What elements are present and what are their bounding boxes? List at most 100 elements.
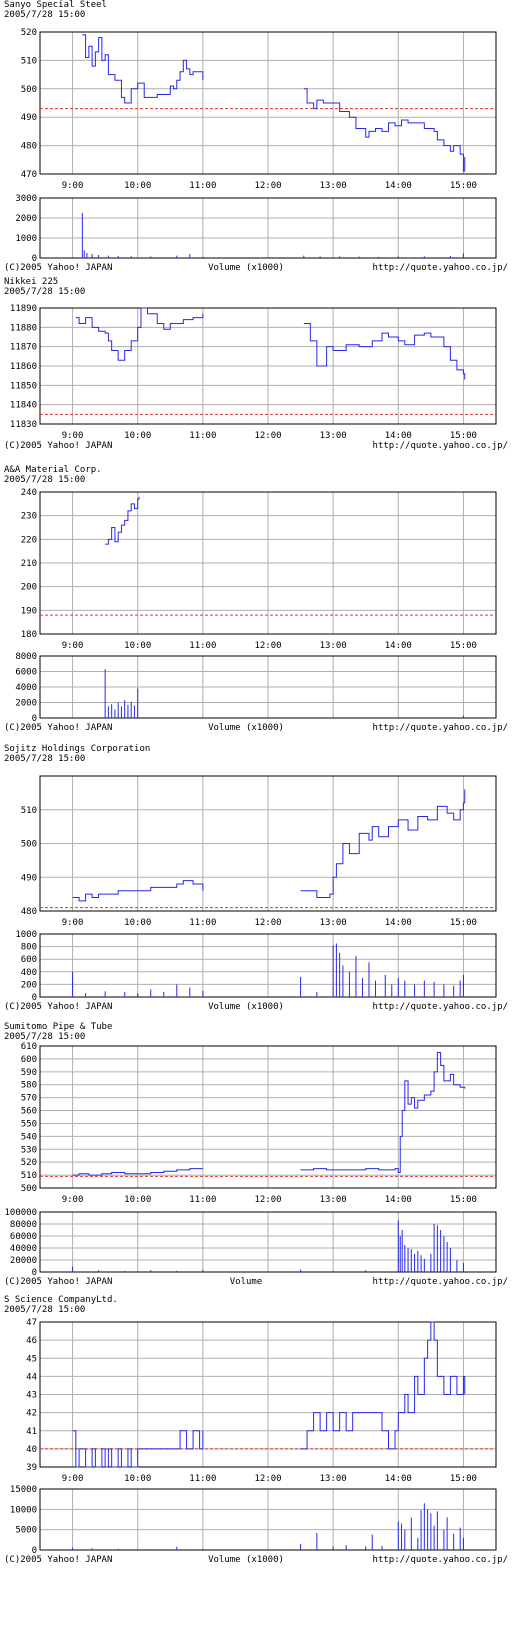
price-ytick-label: 190 — [21, 606, 37, 616]
time-tick-label: 11:00 — [189, 1474, 216, 1484]
time-tick-label: 15:00 — [450, 1474, 477, 1484]
volume-ytick-label: 0 — [32, 254, 37, 264]
time-tick-label: 14:00 — [385, 1474, 412, 1484]
source-url-link[interactable]: http://quote.yahoo.co.jp/ — [373, 441, 508, 451]
volume-axis-label: Volume (x1000) — [208, 1002, 284, 1012]
time-tick-label: 9:00 — [62, 1474, 84, 1484]
time-tick-label: 10:00 — [124, 1474, 151, 1484]
time-tick-label: 10:00 — [124, 181, 151, 191]
price-series-line — [300, 1051, 466, 1174]
price-ytick-label: 46 — [26, 1336, 37, 1346]
volume-axis-label: Volume (x1000) — [208, 723, 284, 733]
chart-timestamp: 2005/7/28 15:00 — [4, 10, 86, 20]
volume-ytick-label: 10000 — [10, 1505, 37, 1515]
price-ytick-label: 11860 — [10, 362, 37, 372]
chart-panel: Sojitz Holdings Corporation 2005/7/28 15:… — [0, 744, 512, 1015]
price-ytick-label: 500 — [21, 1184, 37, 1194]
price-ytick-label: 480 — [21, 142, 37, 152]
price-ytick-label: 480 — [21, 907, 37, 917]
chart-svg: 500 510 520 530 540 550 560 570 580 590 600 610 9:00… — [4, 1042, 508, 1287]
time-tick-label: 9:00 — [62, 181, 84, 191]
price-ytick-label: 510 — [21, 806, 37, 816]
volume-ytick-label: 2000 — [15, 214, 37, 224]
chart-title: Nikkei 225 — [4, 277, 59, 287]
source-url-link[interactable]: http://quote.yahoo.co.jp/ — [373, 1002, 508, 1012]
price-ytick-label: 500 — [21, 85, 37, 95]
price-series-line — [300, 789, 466, 898]
time-tick-label: 14:00 — [385, 641, 412, 651]
volume-ytick-label: 1000 — [15, 234, 37, 244]
time-tick-label: 14:00 — [385, 918, 412, 928]
volume-ytick-label: 15000 — [10, 1485, 37, 1495]
price-frame — [39, 307, 497, 425]
time-tick-label: 11:00 — [189, 918, 216, 928]
volume-frame — [39, 655, 497, 719]
price-ytick-label: 41 — [26, 1427, 37, 1437]
time-tick-label: 11:00 — [189, 641, 216, 651]
volume-ytick-label: 20000 — [10, 1256, 37, 1266]
copyright-text: (C)2005 Yahoo! JAPAN — [4, 263, 112, 273]
chart-timestamp: 2005/7/28 15:00 — [4, 754, 86, 764]
source-url-link[interactable]: http://quote.yahoo.co.jp/ — [373, 263, 508, 273]
price-ytick-label: 520 — [21, 1158, 37, 1168]
price-ytick-label: 500 — [21, 840, 37, 850]
price-ytick-label: 600 — [21, 1055, 37, 1065]
copyright-text: (C)2005 Yahoo! JAPAN — [4, 441, 112, 451]
price-ytick-label: 11870 — [10, 343, 37, 353]
chart-panel: Sumitomo Pipe & Tube 2005/7/28 15:00 500 51… — [0, 1022, 512, 1290]
price-series-line — [82, 34, 204, 104]
chart-panel: A&A Material Corp. 2005/7/28 15:00 180 190 2… — [0, 465, 512, 736]
price-ytick-label: 490 — [21, 113, 37, 123]
source-url-link[interactable]: http://quote.yahoo.co.jp/ — [373, 1277, 508, 1287]
price-ytick-label: 470 — [21, 170, 37, 180]
price-series-line — [105, 496, 140, 545]
volume-axes: 0 5000 10000 15000 — [10, 1485, 497, 1556]
price-ytick-label: 510 — [21, 1171, 37, 1181]
time-tick-label: 10:00 — [124, 1195, 151, 1205]
copyright-text: (C)2005 Yahoo! JAPAN — [4, 723, 112, 733]
price-series-line — [72, 880, 204, 902]
chart-panel: Nikkei 225 2005/7/28 15:00 11830 11840 11850… — [0, 277, 512, 451]
price-series-line — [75, 307, 204, 361]
price-series-line — [303, 88, 466, 172]
chart-title: Sanyo Special Steel — [4, 0, 107, 10]
time-tick-label: 14:00 — [385, 181, 412, 191]
volume-frame — [39, 1211, 497, 1273]
price-ytick-label: 570 — [21, 1094, 37, 1104]
source-url-link[interactable]: http://quote.yahoo.co.jp/ — [373, 723, 508, 733]
chart-title: S Science CompanyLtd. — [4, 1295, 118, 1305]
price-ytick-label: 520 — [21, 28, 37, 38]
time-tick-label: 14:00 — [385, 431, 412, 441]
time-tick-label: 15:00 — [450, 181, 477, 191]
time-tick-label: 13:00 — [320, 641, 347, 651]
price-ytick-label: 45 — [26, 1354, 37, 1364]
price-ytick-label: 210 — [21, 559, 37, 569]
volume-frame — [39, 1488, 497, 1551]
price-ytick-label: 11880 — [10, 323, 37, 333]
source-url-link[interactable]: http://quote.yahoo.co.jp/ — [373, 1555, 508, 1565]
price-axes: 470 480 490 500 510 520 — [21, 28, 497, 180]
volume-ytick-label: 0 — [32, 1268, 37, 1278]
price-frame — [39, 775, 497, 912]
time-tick-label: 12:00 — [254, 641, 281, 651]
volume-ytick-label: 0 — [32, 714, 37, 724]
time-tick-label: 10:00 — [124, 431, 151, 441]
price-ytick-label: 550 — [21, 1119, 37, 1129]
price-series-line — [72, 1168, 203, 1176]
price-axes: 39 40 41 42 43 44 45 46 47 — [26, 1318, 497, 1473]
price-axes: 11830 11840 11850 11860 11870 11880 11890 — [10, 304, 497, 430]
time-tick-label: 13:00 — [320, 181, 347, 191]
price-axes: 500 510 520 530 540 550 560 570 580 590 600 610 — [21, 1042, 497, 1194]
price-ytick-label: 47 — [26, 1318, 37, 1328]
time-tick-label: 15:00 — [450, 431, 477, 441]
price-ytick-label: 240 — [21, 488, 37, 498]
volume-axis-label: Volume (x1000) — [208, 263, 284, 273]
price-ytick-label: 39 — [26, 1463, 37, 1473]
time-tick-label: 12:00 — [254, 1474, 281, 1484]
volume-axes: 0 20000 40000 60000 80000 100000 — [4, 1208, 497, 1278]
volume-axes: 0 1000 2000 3000 — [15, 194, 497, 264]
chart-title: Sojitz Holdings Corporation — [4, 744, 151, 754]
time-tick-label: 12:00 — [254, 918, 281, 928]
time-tick-label: 11:00 — [189, 1195, 216, 1205]
time-tick-label: 13:00 — [320, 1195, 347, 1205]
